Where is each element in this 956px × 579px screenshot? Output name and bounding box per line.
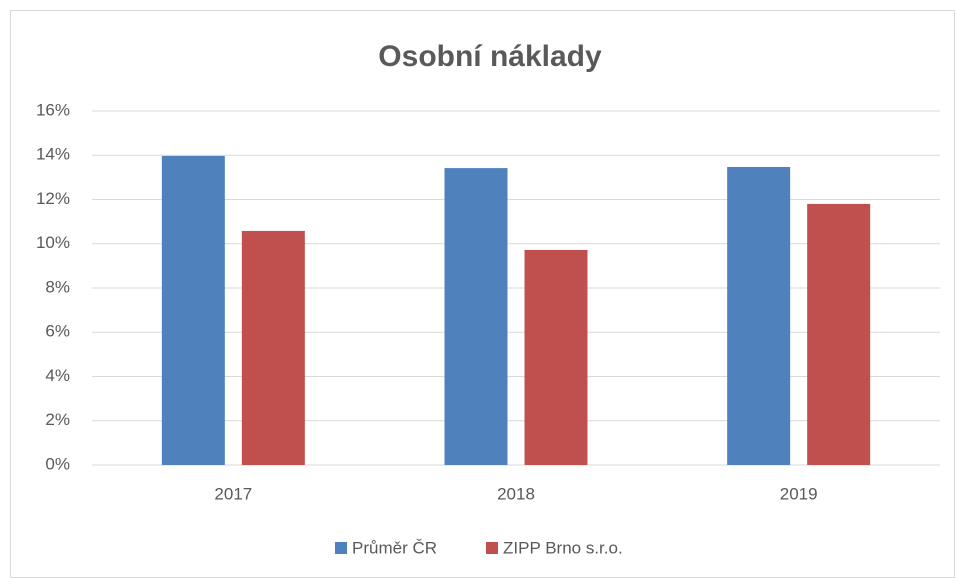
chart-title: Osobní náklady xyxy=(378,40,602,73)
bar xyxy=(727,166,791,465)
x-tick-label: 2017 xyxy=(214,484,252,503)
y-tick-label: 10% xyxy=(36,233,70,252)
bar xyxy=(161,155,225,465)
bar xyxy=(524,249,588,465)
y-tick-label: 12% xyxy=(36,189,70,208)
legend-label: Průměr ČR xyxy=(352,538,437,557)
y-tick-label: 14% xyxy=(36,145,70,164)
bar xyxy=(241,230,305,465)
bar xyxy=(807,203,871,466)
y-tick-label: 0% xyxy=(45,454,70,473)
y-tick-label: 2% xyxy=(45,410,70,429)
y-tick-label: 6% xyxy=(45,322,70,341)
y-tick-label: 16% xyxy=(36,100,70,119)
y-tick-label: 4% xyxy=(45,366,70,385)
legend-swatch xyxy=(486,542,498,554)
legend-label: ZIPP Brno s.r.o. xyxy=(503,538,623,557)
bar xyxy=(444,168,508,465)
legend-swatch xyxy=(335,542,347,554)
x-tick-label: 2018 xyxy=(497,484,535,503)
y-tick-label: 8% xyxy=(45,277,70,296)
x-tick-label: 2019 xyxy=(780,484,818,503)
